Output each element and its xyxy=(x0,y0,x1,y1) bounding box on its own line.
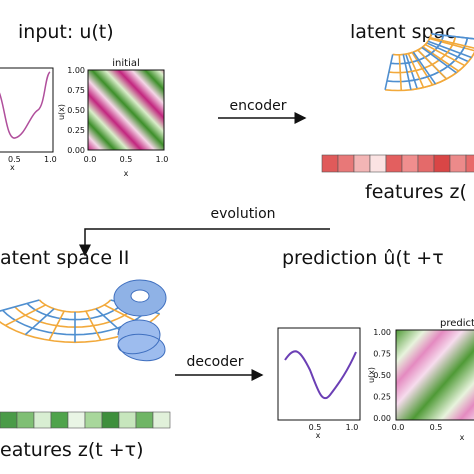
tick-label: 0.00 xyxy=(373,414,391,423)
feature-cell xyxy=(152,411,171,429)
plot-title: initial xyxy=(112,58,140,69)
tick-label: 1.00 xyxy=(373,328,391,337)
grid-curve xyxy=(38,299,112,313)
feature-cell xyxy=(135,411,154,429)
tick-label: 0.00 xyxy=(67,146,85,155)
grid-curve xyxy=(429,36,474,49)
tick-label: 1.00 xyxy=(67,66,85,75)
title: input: u(t) xyxy=(18,21,114,43)
arrow-label: decoder xyxy=(186,354,243,370)
tick-label: 0.0 xyxy=(84,155,97,164)
arrow xyxy=(79,228,330,257)
feature-cell xyxy=(321,154,339,173)
axes xyxy=(277,327,361,421)
tick-label: 0.50 xyxy=(373,371,391,380)
axis-label: x xyxy=(10,163,15,172)
grid-curve xyxy=(424,43,466,67)
torus-surfaces xyxy=(113,279,167,362)
title: latent spac xyxy=(350,21,456,43)
grid-curve xyxy=(402,54,412,90)
tick-label: 0.75 xyxy=(373,350,391,359)
grid-curve xyxy=(398,54,403,91)
tick-label: 1.0 xyxy=(44,155,57,164)
feature-cell xyxy=(0,411,18,429)
axis-label: u(x) xyxy=(57,104,66,120)
arrow-label: encoder xyxy=(229,98,286,114)
tick-label: 0.25 xyxy=(67,126,85,135)
title: atent space II xyxy=(0,247,129,269)
axes xyxy=(0,67,54,153)
grid-curve xyxy=(417,49,448,80)
tick-label: 0.75 xyxy=(67,86,85,95)
feature-cell xyxy=(50,411,69,429)
feature-cell xyxy=(385,154,403,173)
feature-cell xyxy=(67,411,86,429)
feature-cell xyxy=(369,154,387,173)
feature-cell xyxy=(101,411,120,429)
feature-cell xyxy=(118,411,137,429)
label: features z( xyxy=(365,181,467,203)
axis-label: x xyxy=(124,169,129,178)
axis-label: x xyxy=(316,431,321,440)
feature-cell xyxy=(16,411,35,429)
title: prediction û(t +τ xyxy=(282,247,444,269)
latent-manifold xyxy=(384,33,474,92)
curve xyxy=(0,71,51,139)
feature-cell xyxy=(353,154,371,173)
grid-curve xyxy=(421,46,457,74)
tick-label: 1.0 xyxy=(156,155,169,164)
tick-label: 0.0 xyxy=(392,423,405,432)
plot-title: predict xyxy=(440,318,474,329)
heatmap xyxy=(395,329,474,421)
tick-label: 0.5 xyxy=(309,423,322,432)
heatmap xyxy=(87,69,165,151)
tick-label: 0.5 xyxy=(430,423,443,432)
tick-label: 0.25 xyxy=(373,393,391,402)
curve xyxy=(284,350,357,400)
feature-cell xyxy=(337,154,355,173)
feature-cell xyxy=(401,154,419,173)
grid-curve xyxy=(384,54,394,90)
axis-label: u(x) xyxy=(367,367,376,383)
tick-label: 0.50 xyxy=(67,106,85,115)
tick-label: 0.5 xyxy=(8,155,21,164)
feature-cell xyxy=(449,154,467,173)
grid-curve xyxy=(0,299,40,312)
tick-label: 1.0 xyxy=(346,423,359,432)
feature-vector xyxy=(0,411,171,429)
grid-curve xyxy=(412,51,437,85)
axis-label: x xyxy=(460,433,465,442)
grid-curve xyxy=(427,40,472,59)
grid-curve xyxy=(85,310,102,341)
feature-cell xyxy=(33,411,52,429)
feature-vector xyxy=(321,154,474,173)
grid-curve xyxy=(4,304,46,327)
feature-cell xyxy=(417,154,435,173)
label: eatures z(t +τ) xyxy=(0,439,144,461)
tick-label: 0.5 xyxy=(120,155,133,164)
arrow-label: evolution xyxy=(210,206,275,222)
grid-curve xyxy=(407,53,425,88)
grid-curve xyxy=(48,310,65,341)
grid-curve xyxy=(24,308,55,336)
feature-cell xyxy=(465,154,474,173)
feature-cell xyxy=(84,411,103,429)
grid-curve xyxy=(431,33,474,40)
feature-cell xyxy=(433,154,451,173)
